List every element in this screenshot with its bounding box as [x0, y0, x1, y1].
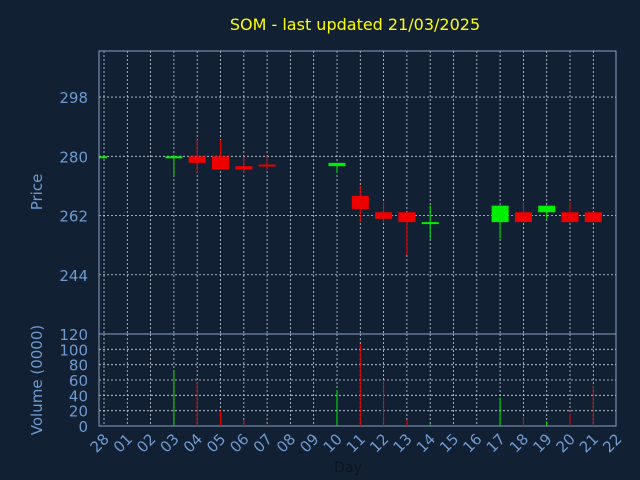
price-tick-label: 280	[59, 148, 88, 166]
candle-19	[538, 205, 556, 219]
candle-body	[538, 205, 556, 213]
candle-body	[398, 212, 416, 223]
day-x-ticks: 2801020304050607080910111213141516171819…	[87, 430, 626, 456]
candle-04	[188, 139, 206, 173]
volume-bar-series	[173, 343, 594, 426]
candlestick-series	[99, 139, 602, 256]
day-axis-label: Day	[334, 460, 362, 476]
candle-21	[584, 212, 602, 223]
candle-body	[561, 212, 579, 223]
candle-body	[235, 166, 253, 170]
volume-tick-label: 0	[78, 418, 88, 436]
price-axis-label: Price	[28, 174, 46, 211]
candle-28	[99, 156, 107, 159]
volume-tick-label: 120	[59, 326, 88, 344]
candle-body	[258, 164, 276, 167]
candle-body	[584, 212, 602, 223]
candle-body	[165, 156, 183, 159]
price-y-ticks: 244 262 280 298	[59, 89, 88, 285]
candle-body	[212, 156, 229, 170]
price-tick-label: 298	[59, 89, 88, 107]
chart-title: SOM - last updated 21/03/2025	[230, 15, 480, 34]
volume-plot-border	[98, 333, 617, 427]
candle-05	[212, 139, 229, 170]
volume-tick-label: 80	[69, 357, 88, 375]
candle-body	[328, 162, 346, 167]
candle-14	[421, 205, 439, 239]
volume-tick-label: 60	[69, 372, 88, 390]
candle-body	[99, 156, 107, 159]
candle-body	[188, 156, 206, 163]
price-tick-label: 244	[59, 267, 88, 285]
candle-12	[375, 202, 393, 223]
candle-03	[165, 156, 183, 177]
price-panel: 244 262 280 298 Price	[28, 50, 617, 335]
candle-13	[398, 212, 416, 256]
volume-axis-label: Volume (0000)	[28, 325, 46, 435]
candle-11	[351, 185, 369, 223]
volume-tick-label: 20	[69, 403, 88, 421]
volume-tick-label: 40	[69, 387, 88, 405]
candle-17	[491, 205, 509, 239]
candle-body	[421, 222, 439, 225]
candle-06	[235, 156, 253, 173]
candle-body	[491, 205, 509, 223]
candle-body	[351, 195, 369, 209]
candle-18	[514, 202, 532, 223]
candle-body	[514, 212, 532, 223]
candle-07	[258, 156, 276, 170]
candle-10	[328, 162, 346, 173]
price-grid	[99, 51, 616, 334]
candle-body	[375, 212, 393, 219]
volume-tick-label: 100	[59, 341, 88, 359]
candle-20	[561, 202, 579, 223]
price-tick-label: 262	[59, 208, 88, 226]
